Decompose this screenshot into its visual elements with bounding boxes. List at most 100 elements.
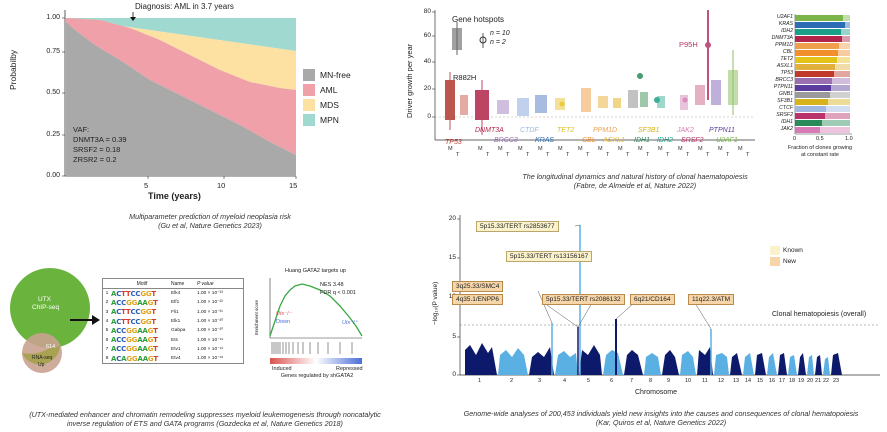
- gene-label: DNMT3A: [475, 127, 504, 134]
- chromosome-label: 20: [807, 378, 814, 384]
- legend-swatch: [303, 68, 315, 81]
- locus-label-new: 4q35.1/ENPP6: [452, 294, 504, 305]
- motif-rows: 1 ACTTCCGGT Elk4 1.00 × 10⁻²³ 2 ACCGGAAGT Elf1…: [103, 289, 243, 363]
- chromosome-label: 22: [823, 378, 830, 384]
- chromosome-label: 13: [733, 378, 740, 384]
- svg-text:T: T: [666, 152, 670, 158]
- svg-text:M: M: [698, 146, 703, 152]
- vaf-line: DNMT3A = 0.39: [73, 135, 127, 144]
- caption-c: (UTX-mediated enhancer and chromatin rem…: [0, 410, 410, 428]
- row-number: 1: [105, 291, 109, 297]
- venn-top-label: ChIP-seq: [32, 304, 60, 311]
- venn-top-label: UTX: [38, 296, 51, 303]
- motif-name: Ets: [171, 337, 178, 343]
- y-tick-label: 5: [452, 333, 456, 340]
- caption-d: Genome-wide analyses of 200,453 individu…: [435, 409, 887, 427]
- side-gene-label: KRAS: [778, 21, 793, 27]
- side-x-tick: 0.5: [816, 136, 824, 142]
- svg-text:M: M: [448, 146, 453, 152]
- y-tick-label: 0: [427, 113, 431, 120]
- chromosome-label: 5: [587, 378, 591, 384]
- svg-text:T: T: [506, 152, 510, 158]
- legend-item: AML: [303, 82, 351, 97]
- motif-name: Etv1: [171, 346, 181, 352]
- gsea-induced: Induced: [272, 366, 292, 372]
- chromosome-label: 9: [667, 378, 671, 384]
- r882h-label: R882H: [453, 73, 477, 82]
- gene-label: U2AF1: [716, 137, 738, 144]
- gsea-x-label: Genes regulated by shGATA2: [280, 373, 354, 379]
- y-tick-label: 0.75: [46, 48, 60, 55]
- gene-label: TP53: [445, 139, 462, 146]
- svg-text:T: T: [526, 152, 530, 158]
- svg-text:T: T: [566, 152, 570, 158]
- y-axis-label: −log₁₀(P value): [432, 281, 439, 325]
- table-row: 3 ACTTCCGGT Fli1 1.00 × 10⁻²¹: [103, 308, 243, 317]
- motif-p-value: 1.00 × 10⁻¹⁸: [197, 356, 224, 362]
- chromosome-label: 18: [789, 378, 796, 384]
- side-gene-label: BRCC3: [775, 77, 793, 83]
- gene-label: ASXL1: [603, 137, 625, 144]
- legend-label: MPN: [320, 114, 339, 125]
- legend-item: MN-free: [303, 67, 351, 82]
- gsea-down-label: Down: [276, 319, 291, 325]
- legend: MN-free AML MDS MPN: [303, 67, 351, 127]
- caption-text: The longitudinal dynamics and natural hi…: [522, 172, 748, 181]
- caption-citation: (Gu et al, Nature Genetics 2023): [158, 221, 262, 230]
- side-gene-label: CTCF: [779, 105, 793, 111]
- gene-label: IDH1: [634, 137, 650, 144]
- svg-text:T: T: [726, 152, 730, 158]
- motif-name: Gabpa: [171, 328, 186, 334]
- side-gene-label: ASXL1: [776, 63, 793, 69]
- motif-name: Elk1: [171, 319, 181, 325]
- legend-item: MPN: [303, 112, 351, 127]
- gene-label: PTPN11: [709, 127, 735, 134]
- y-tick-label: 0: [452, 371, 456, 378]
- gsea-nes: NES 3.48: [320, 282, 344, 288]
- locus-label-new: 3q25.33/SMC4: [452, 281, 504, 292]
- gene-label: PPM1D: [593, 127, 618, 134]
- venn-bottom-label: RNA-seq: [32, 355, 53, 361]
- risk-area-chart: [62, 10, 297, 179]
- side-x-tick: 1.0: [845, 136, 853, 142]
- chromosome-label: 4: [563, 378, 567, 384]
- svg-text:T: T: [686, 152, 690, 158]
- chromosome-label: 12: [718, 378, 725, 384]
- caption-text: Genome-wide analyses of 200,453 individu…: [463, 409, 859, 418]
- svg-text:M: M: [498, 146, 503, 152]
- motif-name: Elk4: [171, 291, 181, 297]
- gene-label: BRCC3: [494, 137, 518, 144]
- legend-item: New: [770, 256, 803, 267]
- motif-p-value: 1.00 × 10⁻²⁰: [197, 328, 224, 334]
- hotspot-n2: n = 2: [490, 39, 506, 46]
- svg-text:T: T: [626, 152, 630, 158]
- chromosome-label: 1: [478, 378, 482, 384]
- locus-label-known: 5p15.33/TERT rs2853677: [476, 221, 559, 232]
- motif-logo: ACTTCCGGT: [111, 317, 156, 326]
- legend-swatch: [770, 246, 780, 255]
- caption-citation: (Kar, Quiros et al, Nature Genetics 2022…: [595, 418, 727, 427]
- chromosome-label: 16: [769, 378, 776, 384]
- side-gene-label: TP53: [780, 70, 793, 76]
- x-tick-label: 15: [289, 181, 298, 190]
- table-row: 7 ACCGGAAGT Etv1 1.00 × 10⁻¹⁹: [103, 345, 243, 354]
- svg-text:T: T: [456, 152, 460, 158]
- side-gene-label: SRSF2: [776, 112, 793, 118]
- legend-swatch: [303, 113, 315, 126]
- x-tick-label: 10: [217, 181, 226, 190]
- gsea-fdr: FDR q < 0.001: [320, 290, 356, 296]
- gsea-wt-label: Utx⁺/⁺: [342, 320, 358, 326]
- svg-text:M: M: [478, 146, 483, 152]
- y-tick-label: 40: [423, 58, 431, 65]
- table-header-row: Motif Name P value: [103, 279, 243, 289]
- gene-label: KRAS: [535, 137, 555, 144]
- svg-text:M: M: [638, 146, 643, 152]
- motif-p-value: 1.00 × 10⁻²⁰: [197, 319, 224, 325]
- y-tick-label: 20: [423, 85, 431, 92]
- manhattan-plot: [457, 215, 880, 376]
- caption-citation: (Fabre, de Almeide et al, Nature 2022): [573, 181, 697, 190]
- side-gene-label: PPM1D: [775, 42, 793, 48]
- svg-text:M: M: [738, 146, 743, 152]
- y-tick-label: 80: [423, 8, 431, 15]
- gsea-repressed: Repressed: [336, 366, 363, 372]
